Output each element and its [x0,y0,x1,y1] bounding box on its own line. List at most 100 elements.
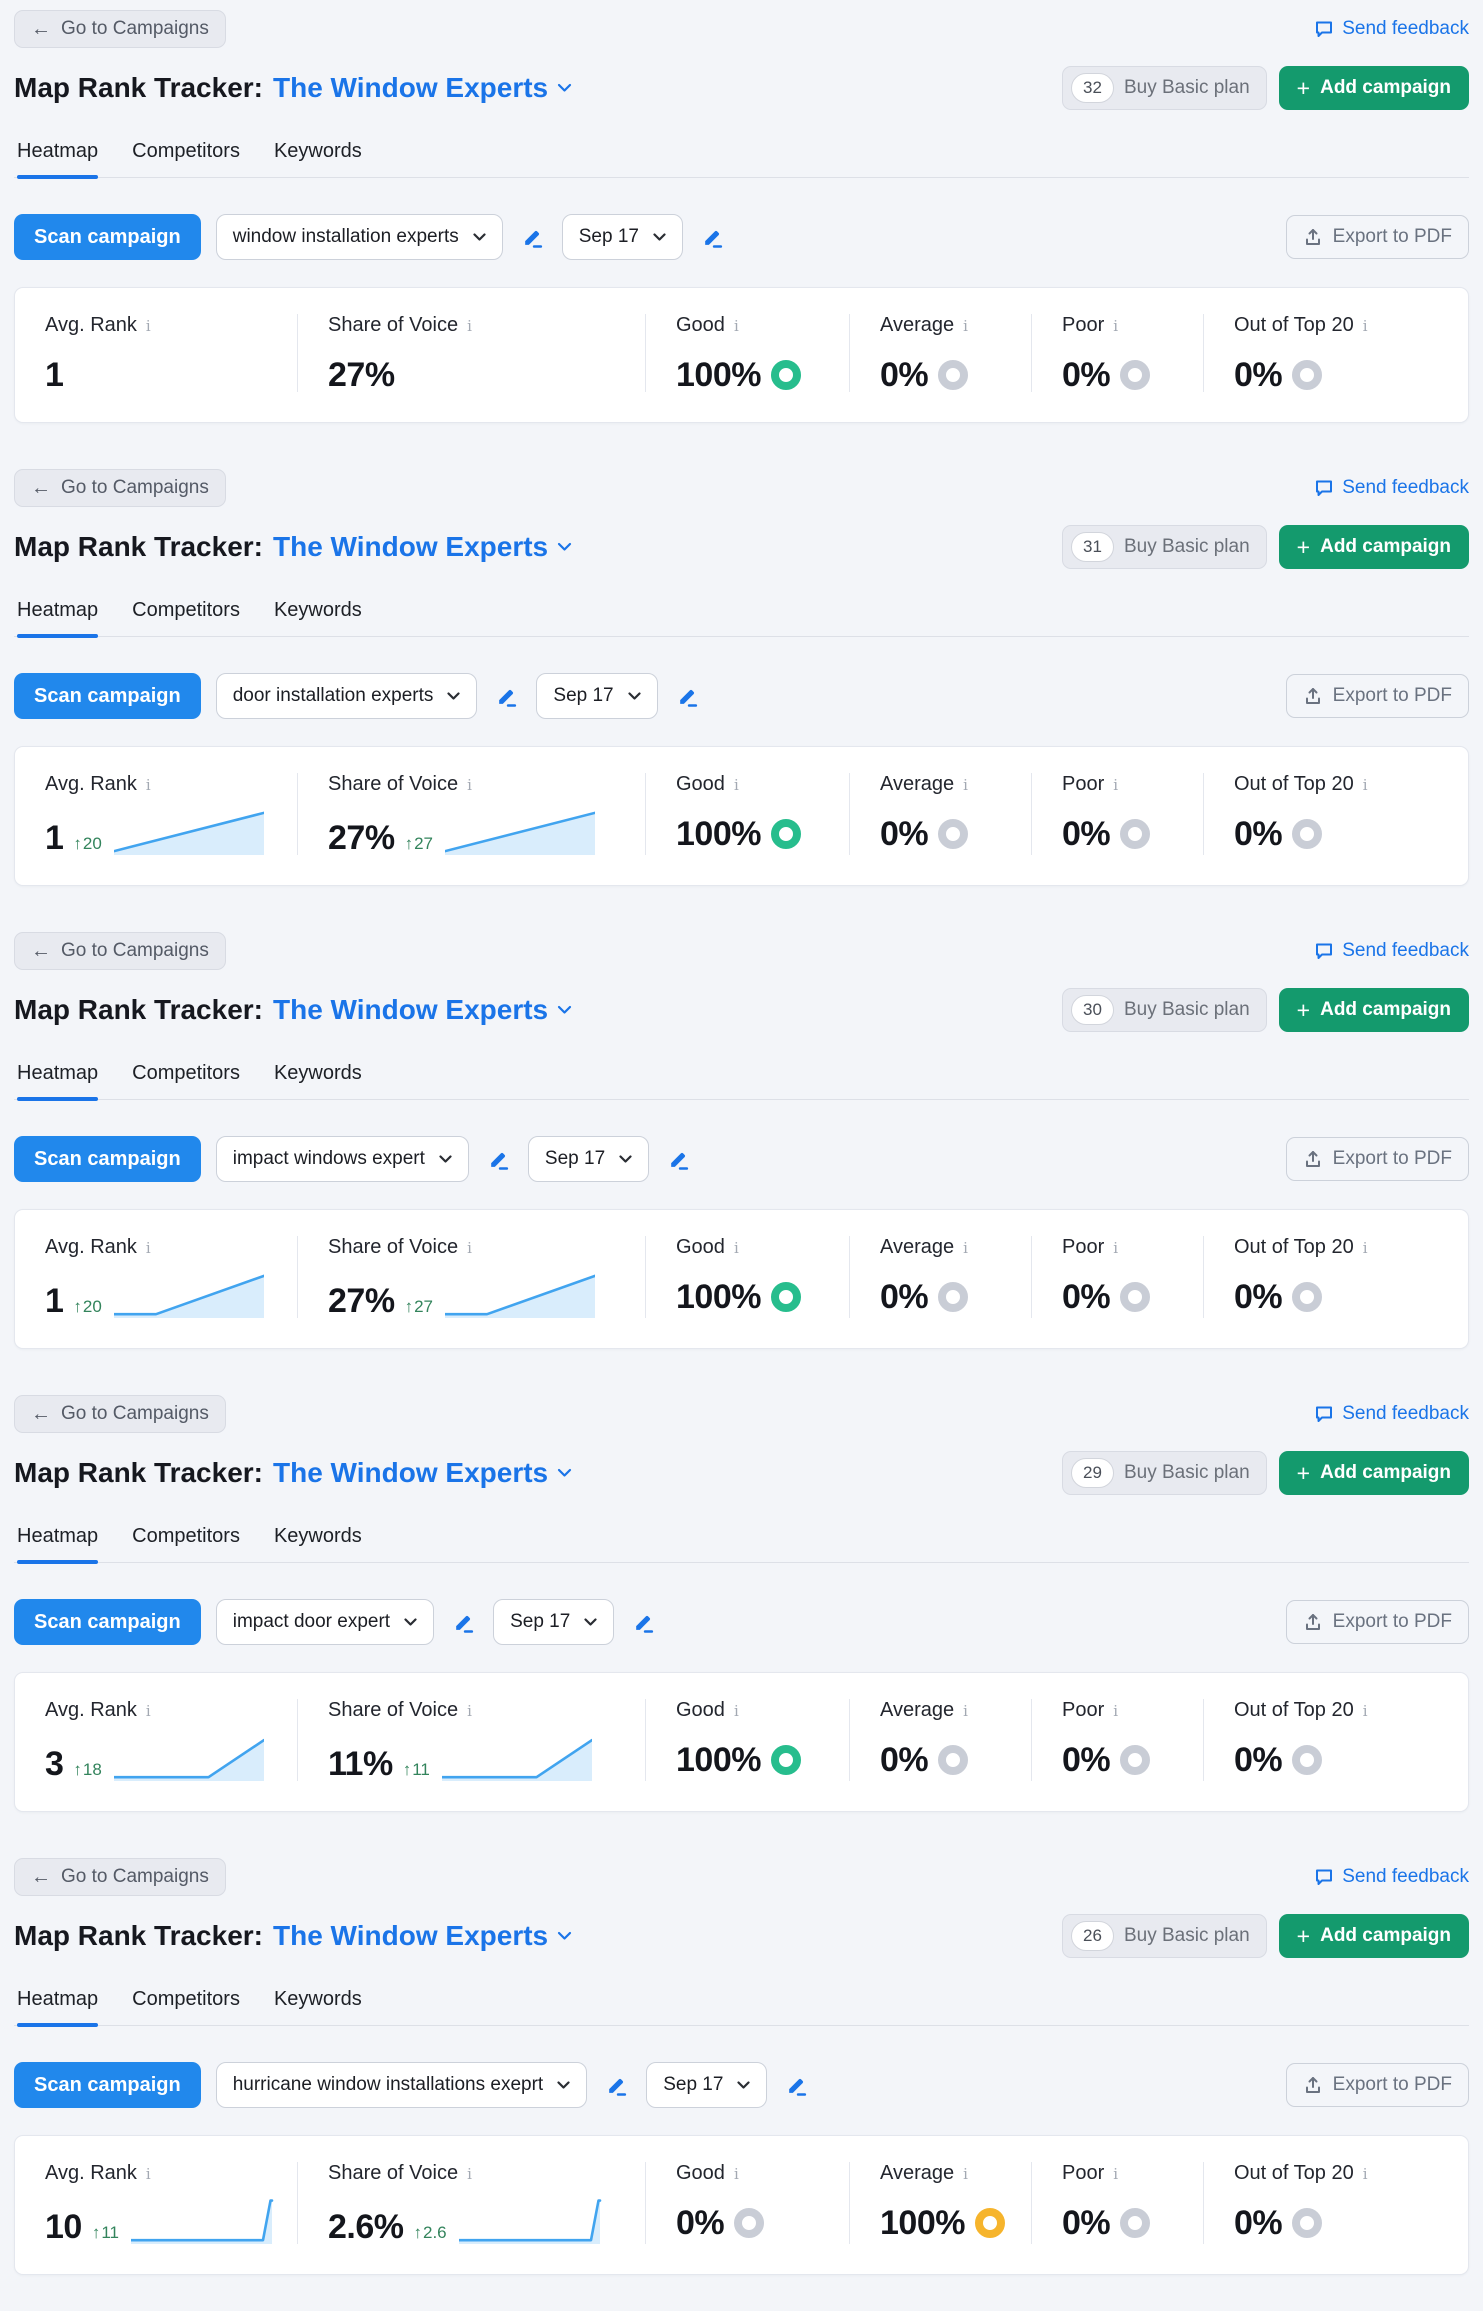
tab-heatmap[interactable]: Heatmap [17,140,99,179]
go-to-campaigns-button[interactable]: ← Go to Campaigns [14,1395,226,1433]
buy-basic-plan-button[interactable]: 32 Buy Basic plan [1062,66,1267,110]
keyword-select[interactable]: impact door expert [215,1599,435,1645]
info-icon[interactable]: i [145,1238,151,1257]
send-feedback-link[interactable]: Send feedback [1314,1403,1469,1425]
buy-basic-plan-button[interactable]: 26 Buy Basic plan [1062,1914,1267,1958]
campaign-selector[interactable]: The Window Experts [273,1457,572,1489]
edit-date-button[interactable] [629,1608,658,1637]
info-icon[interactable]: i [963,2164,968,2183]
export-pdf-button[interactable]: Export to PDF [1285,215,1469,259]
export-pdf-button[interactable]: Export to PDF [1285,2063,1469,2107]
add-campaign-button[interactable]: + Add campaign [1278,525,1469,569]
edit-keyword-button[interactable] [492,682,521,711]
info-icon[interactable]: i [733,775,739,794]
info-icon[interactable]: i [467,1238,472,1257]
tab-heatmap[interactable]: Heatmap [17,1525,99,1564]
info-icon[interactable]: i [963,775,968,794]
send-feedback-link[interactable]: Send feedback [1314,18,1469,40]
buy-basic-plan-button[interactable]: 31 Buy Basic plan [1062,525,1267,569]
keyword-select[interactable]: window installation experts [215,214,503,260]
info-icon[interactable]: i [1113,1701,1119,1720]
tab-competitors[interactable]: Competitors [132,140,240,177]
tab-keywords[interactable]: Keywords [274,1525,362,1562]
edit-keyword-button[interactable] [484,1145,513,1174]
info-icon[interactable]: i [963,1701,968,1720]
campaign-selector[interactable]: The Window Experts [273,72,572,104]
tab-keywords[interactable]: Keywords [274,599,362,636]
scan-campaign-button[interactable]: Scan campaign [14,673,201,719]
edit-keyword-button[interactable] [602,2071,631,2100]
add-campaign-button[interactable]: + Add campaign [1278,66,1469,110]
export-pdf-button[interactable]: Export to PDF [1285,674,1469,718]
tab-heatmap[interactable]: Heatmap [17,1062,99,1101]
add-campaign-button[interactable]: + Add campaign [1278,1914,1469,1958]
date-select[interactable]: Sep 17 [561,214,683,260]
info-icon[interactable]: i [145,775,151,794]
edit-date-button[interactable] [698,223,727,252]
info-icon[interactable]: i [963,316,968,335]
campaign-selector[interactable]: The Window Experts [273,1920,572,1952]
date-select[interactable]: Sep 17 [527,1136,650,1182]
campaign-selector[interactable]: The Window Experts [273,994,572,1026]
send-feedback-link[interactable]: Send feedback [1314,1866,1469,1888]
go-to-campaigns-button[interactable]: ← Go to Campaigns [14,10,226,48]
tab-competitors[interactable]: Competitors [132,1988,240,2025]
scan-campaign-button[interactable]: Scan campaign [14,214,201,260]
edit-date-button[interactable] [664,1145,693,1174]
scan-campaign-button[interactable]: Scan campaign [14,1136,201,1182]
edit-keyword-button[interactable] [518,223,547,252]
edit-keyword-button[interactable] [449,1608,478,1637]
info-icon[interactable]: i [467,316,472,335]
go-to-campaigns-button[interactable]: ← Go to Campaigns [14,932,226,970]
tab-keywords[interactable]: Keywords [274,1062,362,1099]
scan-campaign-button[interactable]: Scan campaign [14,2062,201,2108]
add-campaign-button[interactable]: + Add campaign [1278,988,1469,1032]
info-icon[interactable]: i [145,2164,151,2183]
edit-date-button[interactable] [782,2071,811,2100]
go-to-campaigns-button[interactable]: ← Go to Campaigns [14,1858,226,1896]
info-icon[interactable]: i [467,2164,472,2183]
add-campaign-button[interactable]: + Add campaign [1278,1451,1469,1495]
info-icon[interactable]: i [733,2164,739,2183]
go-to-campaigns-button[interactable]: ← Go to Campaigns [14,469,226,507]
keyword-select[interactable]: door installation experts [215,673,478,719]
tab-keywords[interactable]: Keywords [274,1988,362,2025]
info-icon[interactable]: i [963,1238,968,1257]
buy-basic-plan-button[interactable]: 30 Buy Basic plan [1062,988,1267,1032]
edit-date-button[interactable] [673,682,702,711]
tab-competitors[interactable]: Competitors [132,1062,240,1099]
info-icon[interactable]: i [467,1701,472,1720]
export-pdf-button[interactable]: Export to PDF [1285,1600,1469,1644]
date-select[interactable]: Sep 17 [646,2062,768,2108]
keyword-select[interactable]: impact windows expert [215,1136,469,1182]
info-icon[interactable]: i [1362,1701,1368,1720]
tab-heatmap[interactable]: Heatmap [17,599,99,638]
send-feedback-link[interactable]: Send feedback [1314,940,1469,962]
info-icon[interactable]: i [733,1701,739,1720]
tab-heatmap[interactable]: Heatmap [17,1988,99,2027]
date-select[interactable]: Sep 17 [536,673,658,719]
info-icon[interactable]: i [1362,316,1368,335]
info-icon[interactable]: i [1113,2164,1119,2183]
scan-campaign-button[interactable]: Scan campaign [14,1599,201,1645]
info-icon[interactable]: i [467,775,472,794]
info-icon[interactable]: i [1113,775,1119,794]
info-icon[interactable]: i [145,1701,151,1720]
date-select[interactable]: Sep 17 [493,1599,615,1645]
export-pdf-button[interactable]: Export to PDF [1285,1137,1469,1181]
info-icon[interactable]: i [1362,2164,1368,2183]
tab-competitors[interactable]: Competitors [132,1525,240,1562]
info-icon[interactable]: i [1362,1238,1368,1257]
send-feedback-link[interactable]: Send feedback [1314,477,1469,499]
keyword-select[interactable]: hurricane window installations exeprt [215,2062,588,2108]
campaign-selector[interactable]: The Window Experts [273,531,572,563]
info-icon[interactable]: i [145,316,151,335]
buy-basic-plan-button[interactable]: 29 Buy Basic plan [1062,1451,1267,1495]
info-icon[interactable]: i [733,316,739,335]
info-icon[interactable]: i [1362,775,1368,794]
info-icon[interactable]: i [1113,316,1119,335]
info-icon[interactable]: i [733,1238,739,1257]
tab-competitors[interactable]: Competitors [132,599,240,636]
tab-keywords[interactable]: Keywords [274,140,362,177]
info-icon[interactable]: i [1113,1238,1119,1257]
